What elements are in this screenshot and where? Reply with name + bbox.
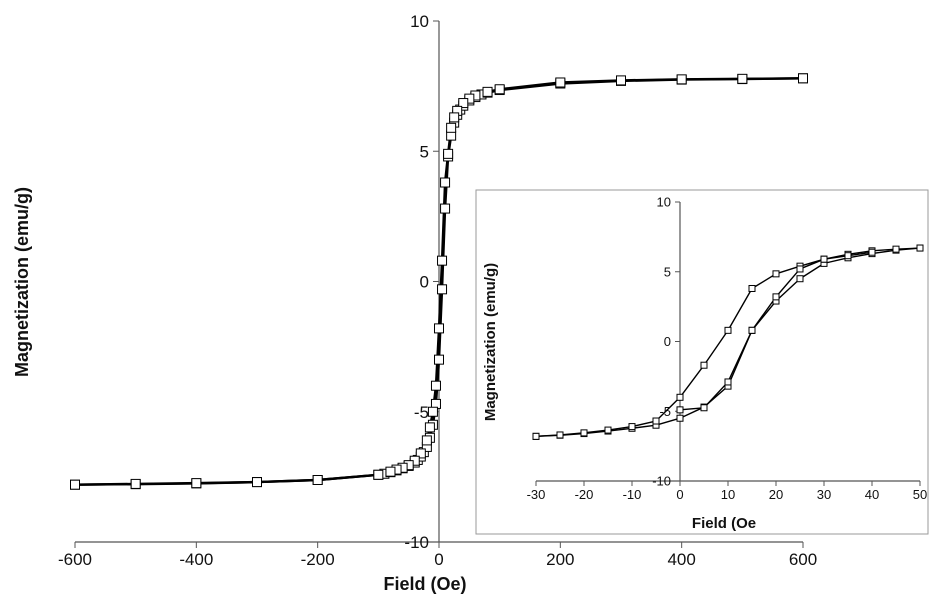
main-y-tick-label: -10 [404, 533, 429, 552]
main-x-tick-label: -600 [58, 550, 92, 569]
main-series-2-point [798, 73, 808, 84]
inset-series-3-point [724, 378, 732, 386]
inset-series-2-point [556, 431, 564, 439]
inset-series-3-point [676, 406, 684, 414]
main-series-2-point [494, 84, 505, 95]
inset-series-3-point [844, 252, 852, 260]
inset-series-2-point [628, 423, 636, 431]
inset-y-tick-label: -10 [652, 474, 671, 489]
main-series-2-point [373, 469, 384, 480]
main-series-2-point [555, 77, 566, 88]
main-series-2-point [440, 177, 451, 188]
inset-series-3-point [820, 255, 828, 263]
main-series-1-point [434, 354, 444, 365]
main-x-tick-label: 400 [667, 550, 695, 569]
main-series-2-point [427, 406, 438, 417]
main-x-axis-title: Field (Oe) [383, 574, 466, 594]
inset-series-3-point [868, 248, 876, 256]
inset-series-1-point [796, 275, 804, 283]
inset-y-axis-title: Magnetization (emu/g) [482, 263, 499, 421]
main-series-2-point [437, 255, 448, 266]
main-y-tick-label: 0 [420, 273, 429, 292]
main-x-tick-label: 200 [546, 550, 574, 569]
inset-series-3-point [700, 404, 708, 412]
inset-series-2-point [700, 361, 708, 369]
main-x-tick-label: 600 [789, 550, 817, 569]
main-x-tick-label: -200 [301, 550, 335, 569]
inset-x-tick-label: 0 [676, 487, 683, 502]
main-series-2-point [616, 75, 626, 86]
main-y-tick-label: -5 [414, 403, 429, 422]
main-y-tick-label: 10 [410, 12, 429, 31]
inset-x-tick-label: 10 [721, 487, 735, 502]
inset-series-1-point [676, 414, 684, 422]
main-series-2-point [676, 74, 687, 85]
inset-series-2-point [604, 426, 612, 434]
inset-x-tick-label: -10 [623, 487, 642, 502]
main-series-2-point [385, 466, 396, 477]
main-y-axis-title: Magnetization (emu/g) [12, 187, 32, 377]
main-series-2-point [424, 422, 435, 433]
inset-x-tick-label: 50 [913, 487, 927, 502]
inset-x-tick-label: 30 [817, 487, 831, 502]
main-x-tick-label: 0 [434, 550, 443, 569]
main-series-1-point [440, 203, 451, 214]
inset-series-2-point [652, 417, 660, 425]
main-series-2-point [434, 323, 444, 334]
inset-series-2-point [748, 284, 756, 292]
inset-y-tick-label: 10 [657, 195, 671, 210]
main-series-2-point [312, 475, 323, 486]
main-series-2-point [70, 479, 80, 490]
inset-x-tick-label: -30 [527, 487, 546, 502]
main-series-2-point [458, 98, 469, 109]
inset-x-tick-label: 20 [769, 487, 783, 502]
inset-series-2-point [580, 429, 588, 437]
inset-series-3-point [796, 265, 804, 273]
main-series-2-point [482, 86, 493, 97]
main-series-2-point [449, 112, 460, 123]
main-series-2-point [737, 73, 748, 84]
inset-x-tick-label: 40 [865, 487, 879, 502]
main-series-2-point [415, 448, 426, 459]
inset-x-tick-label: -20 [575, 487, 594, 502]
inset-x-axis-title: Field (Oe [692, 515, 756, 532]
main-x-tick-label: -400 [179, 550, 213, 569]
main-series-2-point [446, 122, 457, 133]
inset-series-2-point [772, 270, 780, 278]
inset-series-2-point [892, 245, 900, 253]
inset-series-2-point [532, 432, 540, 440]
main-series-1-point [437, 284, 448, 295]
main-series-2-point [191, 478, 202, 489]
main-y-tick-label: 5 [420, 142, 429, 161]
inset-series-3-point [772, 293, 780, 301]
main-series-2-point [430, 380, 441, 391]
inset-series-2-point [724, 326, 732, 334]
main-series-2-point [130, 478, 141, 489]
main-series-2-point [421, 435, 432, 446]
inset-series-2-point [916, 244, 924, 252]
inset-series-2-point [676, 393, 684, 401]
main-series-2-point [443, 148, 454, 159]
inset-y-tick-label: 0 [664, 334, 671, 349]
inset-series-3-point [748, 326, 756, 334]
main-series-2-point [252, 477, 262, 488]
inset-y-tick-label: 5 [664, 264, 671, 279]
